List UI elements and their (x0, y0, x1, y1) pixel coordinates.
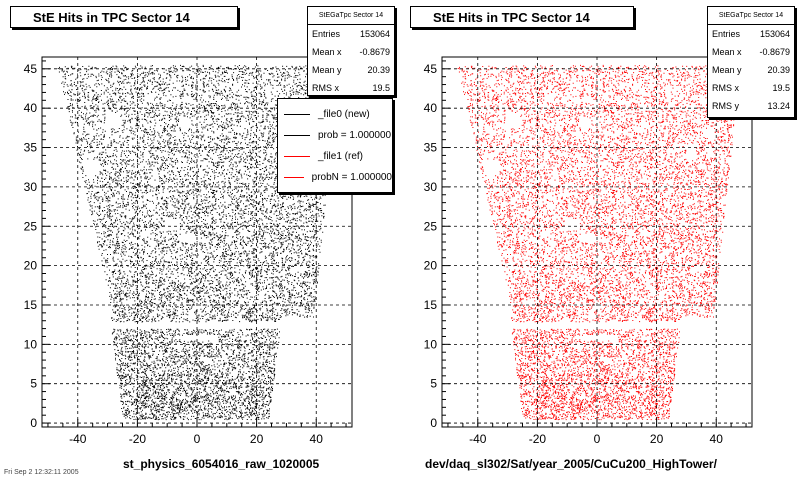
legend-line-prob (284, 135, 310, 136)
legend-entry-probn: probN = 1.000000 (278, 167, 392, 188)
right-stats-entries-row: Entries 153064 (708, 25, 794, 43)
right-y-tick-label: 25 (424, 219, 438, 233)
right-x-tick-label: 20 (650, 432, 664, 446)
legend-line-file1 (284, 156, 310, 157)
right-stats-entries-label: Entries (712, 29, 741, 39)
left-x-caption: st_physics_6054016_raw_1020005 (123, 457, 320, 471)
right-hit-map-plot: -40 -20 0 20 40 0 5 10 15 20 25 30 35 40 45 (424, 56, 753, 446)
right-y-tick-label: 5 (430, 377, 437, 391)
left-y-tick-label: 40 (24, 101, 38, 115)
left-y-tick-label: 35 (24, 141, 38, 155)
right-stats-rmsy-label: RMS y (712, 101, 739, 111)
right-x-tick-label: -40 (469, 432, 487, 446)
legend-label-probn: probN = 1.000000 (311, 172, 392, 183)
legend-entry-file0: _file0 (new) (278, 104, 392, 125)
left-stats-meany-label: Mean y (312, 65, 342, 75)
right-hit-points (457, 64, 741, 421)
left-y-tick-label: 20 (24, 259, 38, 273)
legend-entry-file1: _file1 (ref) (278, 146, 392, 167)
legend-entry-prob: prob = 1.000000 (278, 125, 392, 146)
legend-label-prob: prob = 1.000000 (318, 130, 392, 141)
footer-timestamp: Fri Sep 2 12:32:11 2005 (4, 469, 79, 476)
left-y-tick-label: 25 (24, 219, 38, 233)
right-stats-rmsx-label: RMS x (712, 83, 739, 93)
right-y-tick-label: 45 (424, 62, 438, 76)
right-y-tick-label: 40 (424, 101, 438, 115)
left-stats-rmsx-row: RMS x 19.5 (308, 79, 394, 97)
right-stats-entries-value: 153064 (759, 29, 790, 39)
left-stats-meanx-value: -0.8679 (359, 47, 390, 57)
left-x-tick-label: 0 (194, 432, 201, 446)
left-stats-meany-row: Mean y 20.39 (308, 61, 394, 79)
left-y-tick-label: 30 (24, 180, 38, 194)
right-stats-meany-label: Mean y (712, 65, 742, 75)
left-stats-entries-row: Entries 153064 (308, 25, 394, 43)
right-x-tick-label: 0 (594, 432, 601, 446)
left-y-tick-label: 0 (30, 416, 37, 430)
right-x-tick-label: -20 (529, 432, 547, 446)
right-stats-rmsx-row: RMS x 19.5 (708, 79, 794, 97)
right-y-tick-label: 35 (424, 141, 438, 155)
right-stats-meanx-row: Mean x -0.8679 (708, 43, 794, 61)
left-chart-title: StE Hits in TPC Sector 14 (10, 6, 238, 28)
right-x-caption: dev/daq_sl302/Sat/year_2005/CuCu200_High… (425, 457, 717, 471)
left-y-tick-label: 15 (24, 298, 38, 312)
right-stats-box: StEGaTpc Sector 14 Entries 153064 Mean x… (707, 6, 795, 118)
right-stats-meany-row: Mean y 20.39 (708, 61, 794, 79)
left-stats-entries-label: Entries (312, 29, 341, 39)
left-x-tick-label: 40 (310, 432, 324, 446)
left-x-tick-label: -20 (129, 432, 147, 446)
right-stats-meanx-value: -0.8679 (759, 47, 790, 57)
left-y-tick-label: 5 (30, 377, 37, 391)
right-stats-rmsy-value: 13.24 (767, 101, 790, 111)
left-hit-points (57, 64, 341, 421)
left-stats-box: StEGaTpc Sector 14 Entries 153064 Mean x… (307, 6, 395, 96)
right-chart-title: StE Hits in TPC Sector 14 (410, 6, 634, 28)
right-y-tick-label: 20 (424, 259, 438, 273)
right-y-tick-label: 15 (424, 298, 438, 312)
legend-label-file1: _file1 (ref) (318, 151, 364, 162)
right-stats-meany-value: 20.39 (767, 65, 790, 75)
right-stats-rmsy-row: RMS y 13.24 (708, 97, 794, 115)
legend-line-file0 (284, 114, 310, 115)
right-stats-meanx-label: Mean x (712, 47, 742, 57)
legend-label-file0: _file0 (new) (318, 109, 370, 120)
left-stats-rmsx-value: 19.5 (372, 83, 390, 93)
left-x-tick-label: -40 (69, 432, 87, 446)
left-stats-meanx-row: Mean x -0.8679 (308, 43, 394, 61)
right-stats-name: StEGaTpc Sector 14 (708, 7, 794, 25)
left-stats-meany-value: 20.39 (367, 65, 390, 75)
right-y-tick-label: 30 (424, 180, 438, 194)
left-legend: _file0 (new) prob = 1.000000 _file1 (ref… (277, 98, 393, 193)
left-y-tick-label: 45 (24, 62, 38, 76)
left-stats-meanx-label: Mean x (312, 47, 342, 57)
left-stats-name: StEGaTpc Sector 14 (308, 7, 394, 25)
left-stats-rmsx-label: RMS x (312, 83, 339, 93)
legend-line-probn (284, 177, 304, 178)
left-y-tick-label: 10 (24, 337, 38, 351)
right-y-tick-label: 10 (424, 337, 438, 351)
right-x-tick-label: 40 (710, 432, 724, 446)
right-stats-rmsx-value: 19.5 (772, 83, 790, 93)
left-x-tick-label: 20 (250, 432, 264, 446)
left-stats-entries-value: 153064 (359, 29, 390, 39)
right-y-tick-label: 0 (430, 416, 437, 430)
